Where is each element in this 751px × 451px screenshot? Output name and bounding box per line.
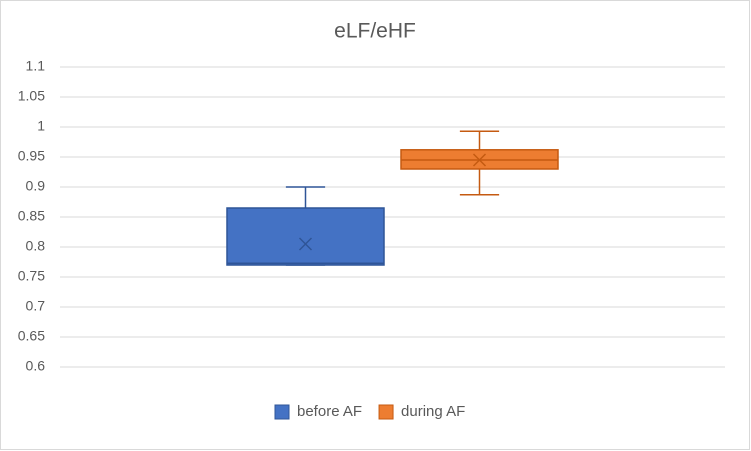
y-tick-label: 0.85 — [18, 208, 45, 224]
box — [226, 207, 385, 266]
y-tick-label: 0.75 — [18, 268, 45, 284]
y-tick-label: 0.7 — [26, 298, 46, 314]
mean-marker — [472, 153, 487, 167]
y-tick-label: 0.6 — [26, 358, 46, 374]
legend-swatch — [378, 404, 394, 420]
y-tick-label: 0.8 — [26, 238, 46, 254]
y-tick-label: 0.9 — [26, 178, 46, 194]
y-tick-label: 0.95 — [18, 148, 45, 164]
y-tick-label: 1.05 — [18, 88, 45, 104]
legend-label: during AF — [401, 403, 465, 420]
y-tick-label: 0.65 — [18, 328, 45, 344]
mean-marker — [298, 237, 313, 251]
legend-swatch — [274, 404, 290, 420]
y-tick-label: 1.1 — [26, 58, 46, 74]
chart-title: eLF/eHF — [334, 20, 416, 43]
y-tick-label: 1 — [37, 118, 45, 134]
legend-label: before AF — [297, 403, 362, 420]
